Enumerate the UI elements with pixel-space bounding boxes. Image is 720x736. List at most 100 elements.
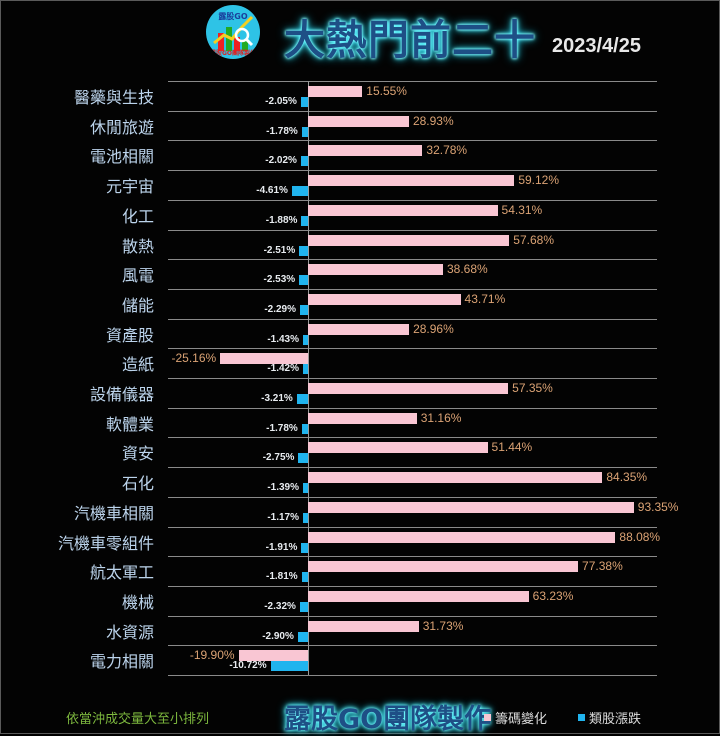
- sector-change-bar: [299, 601, 308, 612]
- chip-change-label: 54.31%: [501, 202, 543, 217]
- sector-change-bar: [303, 512, 308, 523]
- trend-arrow-icon: [213, 15, 254, 47]
- logo-bar-icon: [218, 33, 224, 51]
- logo-bar-icon: [234, 37, 240, 51]
- category-label: 汽機車相關: [73, 503, 154, 523]
- grid-line: [168, 318, 657, 320]
- chip-change-label: 32.78%: [426, 143, 468, 158]
- chip-change-bar: [308, 620, 419, 632]
- category-label: 電力相關: [89, 652, 154, 672]
- grid-line: [168, 259, 657, 261]
- sector-change-bar: [303, 334, 308, 345]
- chip-change-bar: [308, 501, 634, 513]
- sector-change-bar: [303, 483, 308, 494]
- logo-bar-icon: [242, 41, 248, 51]
- category-label: 設備儀器: [89, 385, 154, 404]
- category-label: 汽機車零組件: [57, 533, 154, 553]
- chip-change-bar: [308, 561, 579, 573]
- category-label: 儲能: [121, 295, 154, 315]
- category-label: 醫藥與生技: [73, 88, 154, 107]
- chip-change-label: 84.35%: [606, 470, 648, 485]
- sector-change-label: -2.53%: [263, 274, 296, 286]
- sector-change-label: -1.42%: [267, 363, 299, 375]
- chip-change-label: 15.55%: [366, 84, 407, 98]
- legend-label: 籌碼變化: [495, 712, 548, 727]
- grid-line: [168, 110, 657, 112]
- legend-label: 類股漲跌: [589, 712, 642, 727]
- grid-line: [168, 229, 657, 231]
- sector-change-label: -1.88%: [265, 214, 298, 226]
- sector-change-bar: [301, 423, 308, 434]
- chip-change-label: 77.38%: [582, 559, 623, 574]
- category-label: 航太軍工: [89, 563, 154, 583]
- chip-change-label: 28.96%: [413, 321, 454, 336]
- chip-change-bar: [308, 264, 443, 276]
- sector-change-label: -1.43%: [267, 333, 299, 345]
- sector-change-label: -2.90%: [262, 630, 294, 642]
- sector-change-bar: [270, 661, 308, 672]
- grid-line: [168, 645, 657, 647]
- chip-change-label: 31.16%: [420, 410, 462, 425]
- grid-line: [168, 556, 657, 558]
- grid-line: [168, 585, 657, 587]
- brand-logo: 露股GO 露股GO團隊製作: [206, 5, 260, 59]
- grid-line: [168, 496, 657, 498]
- category-label: 資產股: [105, 325, 154, 345]
- chip-change-bar: [238, 650, 308, 662]
- grid-line: [168, 407, 657, 409]
- grid-line: [168, 348, 657, 350]
- grid-line: [168, 81, 657, 82]
- grid-line: [168, 526, 657, 528]
- chip-change-label: 51.44%: [491, 440, 533, 455]
- sector-change-bar: [300, 304, 308, 315]
- grid-line: [168, 288, 657, 290]
- zero-axis: [308, 81, 309, 675]
- chip-change-bar: [308, 531, 616, 543]
- chip-change-bar: [308, 383, 509, 394]
- brand-credit: 露股GO團隊製作: [284, 704, 492, 735]
- category-label: 電池相關: [89, 147, 154, 167]
- grid-line: [168, 199, 657, 201]
- category-label: 休閒旅遊: [89, 117, 154, 137]
- logo-text: 露股GO: [218, 12, 248, 21]
- category-label: 石化: [121, 474, 154, 494]
- chip-change-label: 93.35%: [637, 499, 679, 514]
- grid-line: [168, 437, 657, 439]
- chip-change-label: 31.73%: [422, 618, 464, 633]
- sector-change-label: -2.05%: [265, 96, 297, 107]
- sector-change-label: -10.72%: [229, 660, 267, 672]
- sector-change-bar: [301, 126, 308, 137]
- sector-change-bar: [300, 156, 308, 167]
- sector-change-label: -2.75%: [262, 452, 295, 464]
- chip-change-bar: [308, 86, 363, 97]
- chip-change-bar: [308, 145, 423, 157]
- sector-change-label: -2.02%: [265, 155, 297, 167]
- sector-change-bar: [303, 364, 308, 375]
- sector-change-label: -1.39%: [267, 482, 299, 494]
- legend-swatch-blue: [578, 714, 585, 721]
- sector-change-bar: [298, 453, 308, 464]
- chip-change-label: -25.16%: [171, 351, 217, 366]
- category-label: 水資源: [105, 622, 154, 642]
- sector-change-label: -1.78%: [266, 125, 298, 137]
- category-label: 散熱: [121, 236, 154, 256]
- chip-change-bar: [308, 590, 529, 602]
- category-label: 軟體業: [105, 414, 154, 434]
- sector-change-bar: [296, 394, 308, 404]
- chip-change-bar: [308, 472, 603, 484]
- grid-line: [168, 615, 657, 617]
- report-date: 2023/4/25: [552, 35, 641, 57]
- grid-line: [168, 467, 657, 469]
- chip-change-label: 57.35%: [512, 381, 553, 395]
- chip-change-label: 88.08%: [619, 529, 661, 544]
- category-label: 元宇宙: [105, 177, 154, 197]
- category-label: 造紙: [121, 355, 154, 375]
- chip-change-label: 57.68%: [513, 232, 554, 247]
- chip-change-bar: [308, 293, 461, 305]
- sector-change-bar: [300, 97, 308, 107]
- chip-change-label: 63.23%: [532, 588, 574, 603]
- page-title: 大熱門前二十: [284, 16, 536, 64]
- sector-change-label: -2.51%: [263, 244, 296, 256]
- category-label: 化工: [121, 206, 154, 226]
- chip-change-label: -19.90%: [189, 648, 235, 663]
